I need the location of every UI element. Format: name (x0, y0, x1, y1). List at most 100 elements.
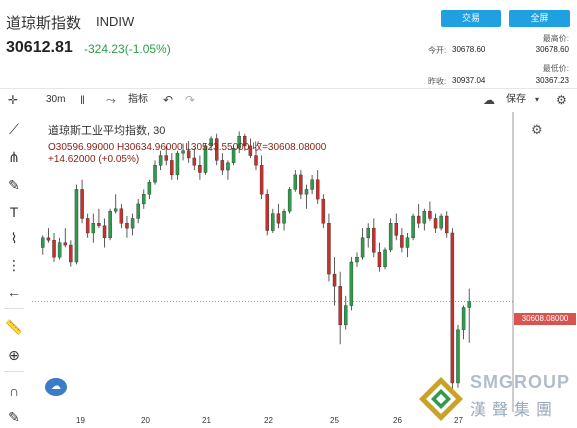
candle (422, 208, 427, 231)
candle-body (125, 223, 129, 229)
chart-settings-icon[interactable]: ⚙ (531, 122, 543, 137)
brush-icon[interactable]: ✎ (8, 177, 20, 193)
candle (186, 141, 191, 163)
candle (181, 143, 185, 161)
candle-body (327, 223, 331, 275)
candle-body (74, 189, 79, 263)
undo-icon[interactable]: ↶ (163, 93, 174, 107)
crosshair-icon[interactable]: ✛ (8, 93, 19, 107)
indicators-button[interactable]: 指标 (128, 94, 148, 105)
fullscreen-button[interactable]: 全屏 (509, 10, 570, 27)
candle (327, 213, 331, 282)
chart-legend-title: 道琼斯工业平均指数, 30 (48, 125, 166, 137)
candle-body (332, 273, 337, 287)
candle-body (338, 285, 342, 326)
open-label: 今开: (428, 46, 447, 55)
candle (147, 179, 152, 200)
candle (366, 223, 370, 248)
candle-body (57, 242, 62, 258)
candle-body (254, 155, 258, 166)
candle-body (69, 244, 73, 263)
candle (360, 228, 365, 260)
chevron-down-icon[interactable]: ▾ (535, 95, 540, 104)
candle-body (394, 223, 399, 236)
candle-body (80, 189, 84, 219)
trade-button[interactable]: 交易 (441, 10, 501, 27)
x-axis-label: 19 (76, 416, 85, 425)
candle-body (456, 329, 460, 384)
candle (405, 232, 410, 258)
candle (102, 218, 107, 248)
candle (209, 136, 213, 151)
candle (46, 228, 51, 243)
candle-body (405, 237, 410, 248)
open-value: 30678.60 (452, 45, 486, 54)
candle (332, 257, 337, 306)
candle (456, 324, 460, 388)
candle (63, 228, 67, 248)
candle (69, 240, 73, 267)
candle (461, 305, 466, 340)
symbol-code: INDIW (96, 14, 135, 29)
candle-body (276, 213, 281, 224)
candle (237, 131, 241, 154)
cloud-sync-icon[interactable]: ☁ (45, 378, 67, 396)
price-chart[interactable] (32, 112, 576, 412)
x-axis-label: 25 (330, 416, 339, 425)
ruler-icon[interactable]: 📏 (5, 319, 23, 335)
candle (344, 295, 348, 330)
text-tool-icon[interactable]: T (9, 204, 19, 220)
candle-body (198, 165, 202, 173)
candle-type-icon[interactable]: ǁ (80, 93, 85, 107)
candle-body (209, 138, 213, 147)
candle-body (85, 218, 90, 234)
indicators-icon[interactable]: ⤳ (106, 93, 116, 107)
pattern-tool-icon[interactable]: ⌇ (10, 230, 18, 246)
interval-selector[interactable]: 30m (46, 94, 66, 105)
back-arrow-icon[interactable]: ← (7, 284, 21, 300)
trend-line-icon[interactable]: ⟋ (9, 121, 19, 137)
candle-body (411, 215, 415, 239)
candle-body (108, 210, 112, 239)
candle (254, 148, 258, 171)
candle (136, 199, 140, 224)
candle-body (243, 135, 247, 147)
candle (220, 153, 225, 175)
candle-body (360, 237, 365, 258)
candle-body (203, 145, 208, 173)
candle (142, 189, 146, 209)
candle-body (388, 223, 393, 251)
prev-close-value: 30937.04 (452, 76, 486, 85)
prediction-tool-icon[interactable]: ⋮ (7, 257, 21, 273)
candle-body (416, 215, 421, 224)
x-axis-label: 21 (202, 416, 211, 425)
candle (338, 271, 342, 345)
save-button[interactable]: 保存 (506, 94, 526, 105)
settings-icon[interactable]: ⚙ (556, 93, 567, 107)
lock-drawing-icon[interactable]: ✎ (8, 409, 20, 425)
last-price-tag: 30608.08000 (514, 313, 576, 325)
candle-body (130, 218, 135, 229)
candle-body (181, 150, 185, 154)
zoom-in-icon[interactable]: ⊕ (8, 347, 20, 363)
candle-body (248, 145, 253, 156)
magnet-icon[interactable]: ∩ (8, 383, 20, 399)
candle (130, 213, 135, 236)
redo-icon[interactable]: ↷ (185, 93, 196, 107)
candle (372, 218, 376, 258)
fib-tool-icon[interactable]: ⋔ (8, 149, 20, 165)
candle (57, 237, 62, 260)
price-change: -324.23(-1.05%) (84, 42, 171, 56)
candle (52, 232, 56, 262)
candle (214, 133, 219, 166)
candle-body (299, 174, 303, 195)
index-name: 道琼斯指数 (6, 15, 82, 32)
candle-body (461, 307, 466, 330)
candle (226, 160, 230, 180)
candle-body (372, 227, 376, 253)
candle (153, 160, 157, 185)
toolbar-separator (4, 371, 24, 372)
current-price: 30612.81 (6, 39, 73, 56)
cloud-icon[interactable]: ☁ (483, 93, 495, 107)
candle-body (293, 174, 298, 190)
